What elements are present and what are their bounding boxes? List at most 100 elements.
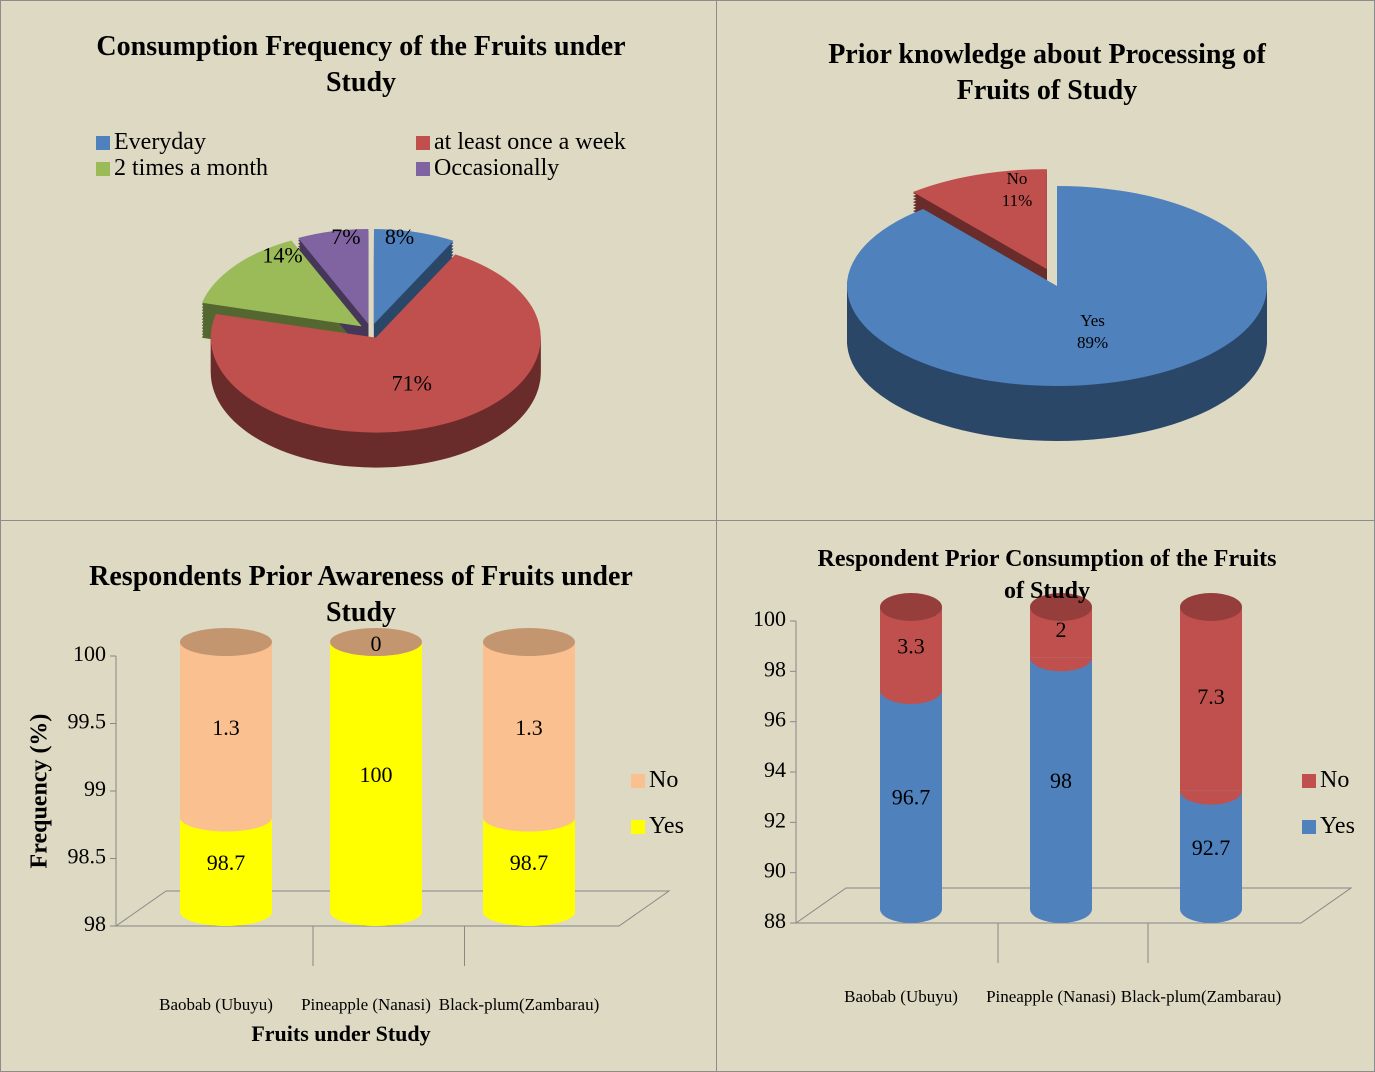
chart-title: Respondent Prior Consumption of the Frui… (817, 546, 1277, 604)
data-label: 100 (360, 762, 393, 787)
data-label: 96.7 (892, 785, 931, 810)
y-axis-label: Frequency (%) (27, 714, 53, 869)
bar-segment (483, 642, 575, 818)
pie-slice (210, 254, 541, 433)
legend-item: 2 times a month (96, 155, 268, 182)
y-tick-label: 92 (764, 807, 786, 832)
slice-label: 11% (1002, 191, 1033, 210)
chart-panel: 8% 71% 14% 7% Consumption Frequency of the F… (0, 0, 717, 521)
bar-bottom (880, 909, 942, 923)
legend-label: at least once a week (434, 129, 626, 155)
bar-bottom (1180, 909, 1242, 923)
x-tick-label: Black-plum(Zambarau) (1120, 987, 1282, 1006)
bar-bottom (180, 817, 272, 832)
legend-item: Everyday (96, 129, 206, 156)
pie-slice (298, 228, 369, 324)
y-tick-label: 99.5 (68, 709, 107, 734)
bar-bottom (180, 912, 272, 926)
chart: 98 98.5 99 99.5 100 98.7 1.3 100 0 98.7 1.3 Frequen… (27, 628, 671, 1046)
data-label: 7.3 (1197, 684, 1225, 709)
slice-label: 14% (262, 242, 302, 267)
y-tick-label: 94 (764, 757, 786, 782)
data-label: 0 (371, 631, 382, 656)
pie-slice (912, 169, 1047, 270)
chart: Yes 89% No 11% (846, 169, 1267, 442)
bar-top (1030, 593, 1092, 621)
chart-panel: 98 98.5 99 99.5 100 98.7 1.3 100 0 98.7 1.3 Frequen… (0, 520, 717, 1072)
x-tick-label: Pineapple (Nanasi) (986, 987, 1116, 1006)
bar-segment (180, 642, 272, 818)
data-label: 3.3 (897, 634, 925, 659)
chart-panel: Yes 89% No 11% Prior knowledge about Process… (716, 0, 1375, 521)
slice-label: 8% (385, 224, 414, 249)
legend-item: Occasionally (416, 155, 559, 182)
bar-bottom (1030, 909, 1092, 923)
legend-swatch (1302, 773, 1316, 788)
chart: 88 90 92 94 96 98 100 96.7 3.3 98 2 92.7 7.3 (753, 593, 1353, 963)
bar-segment (330, 642, 422, 912)
slice-label: 89% (1077, 333, 1108, 352)
bar-segment (880, 690, 942, 909)
y-tick-label: 96 (764, 707, 786, 732)
legend-label: 2 times a month (114, 155, 268, 181)
legend-label: Everyday (114, 129, 206, 155)
legend-label: Yes (649, 813, 684, 839)
slice-category: Yes (1080, 311, 1105, 330)
chart-title: Consumption Frequency of the Fruits unde… (96, 31, 626, 98)
chart-title: Respondents Prior Awareness of Fruits un… (89, 561, 633, 628)
legend-swatch (416, 161, 430, 176)
bar-top (180, 628, 272, 656)
x-tick-label: Baobab (Ubuyu) (844, 987, 958, 1006)
data-label: 98.7 (207, 850, 246, 875)
legend-item: No (1302, 767, 1349, 794)
y-tick-label: 100 (73, 641, 106, 666)
legend-item: at least once a week (416, 129, 626, 156)
bar-bottom (1180, 790, 1242, 805)
legend-swatch (631, 819, 645, 834)
bar-bottom (483, 912, 575, 926)
x-tick-label: Baobab (Ubuyu) (159, 995, 273, 1014)
pie-slice (847, 186, 1267, 386)
legend-label: No (1320, 767, 1350, 793)
bar-top (483, 628, 575, 656)
y-tick-label: 100 (753, 606, 786, 631)
chart-title: Prior knowledge about Processing of Frui… (828, 39, 1266, 106)
x-axis-label: Fruits under Study (251, 1021, 430, 1046)
chart: 8% 71% 14% 7% (201, 224, 541, 468)
slice-category: No (1007, 169, 1028, 188)
x-tick-label: Black-plum(Zambarau) (438, 995, 600, 1014)
y-tick-label: 99 (84, 776, 106, 801)
x-tick-label: Pineapple (Nanasi) (301, 995, 431, 1014)
pie-slice (373, 229, 454, 325)
bar-segment (1030, 657, 1092, 909)
slice-label: 7% (331, 224, 360, 249)
bar-bottom (483, 817, 575, 832)
data-label: 98.7 (510, 850, 549, 875)
y-tick-label: 88 (764, 908, 786, 933)
bar-top (880, 593, 942, 621)
legend-swatch (96, 135, 110, 150)
legend-label: Yes (1320, 813, 1355, 839)
bar-bottom (1030, 657, 1092, 672)
data-label: 98 (1050, 768, 1072, 793)
bar-top (330, 628, 422, 656)
legend-swatch (416, 135, 430, 150)
pie-slice (201, 240, 362, 327)
bar-segment (180, 817, 272, 912)
legend-swatch (631, 773, 645, 788)
legend-item: No (631, 767, 678, 794)
bar-segment (483, 817, 575, 912)
chart-panel: 88 90 92 94 96 98 100 96.7 3.3 98 2 92.7 7.3 Responde… (716, 520, 1375, 1072)
data-label: 1.3 (515, 715, 543, 740)
legend-item: Yes (1302, 813, 1355, 840)
bar-bottom (330, 912, 422, 926)
data-label: 2 (1056, 617, 1067, 642)
slice-label: 71% (392, 371, 432, 396)
bar-segment (1180, 790, 1242, 909)
bar-top (1180, 593, 1242, 621)
legend-label: Occasionally (434, 155, 560, 181)
y-tick-label: 98 (764, 656, 786, 681)
legend-item: Yes (631, 813, 684, 840)
legend-label: No (649, 767, 679, 793)
